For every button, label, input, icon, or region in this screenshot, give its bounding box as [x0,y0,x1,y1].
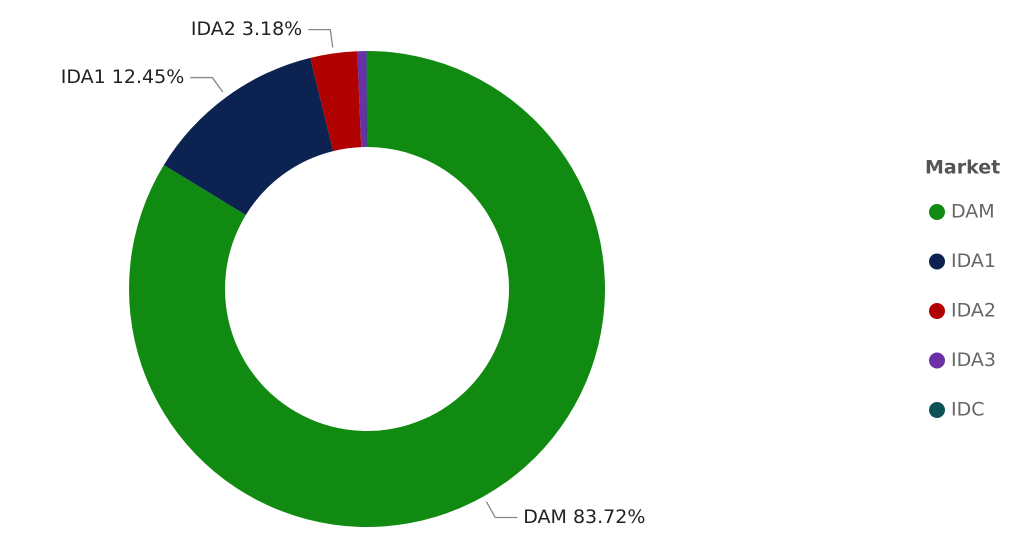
legend-label: IDA2 [951,300,996,322]
legend-label: DAM [951,201,995,223]
leader-line [485,501,518,519]
legend-marker [929,303,945,319]
data-label: IDA2 3.18% [191,18,302,40]
leader-line [308,28,334,48]
leader-line [190,76,224,93]
legend-marker [929,352,945,369]
data-label: DAM 83.72% [523,506,645,528]
legend-label: IDC [951,399,985,421]
slice [310,51,362,152]
legend-label: IDA3 [951,349,996,371]
slice [163,57,334,216]
slice [129,51,605,528]
legend-title: Market [925,157,1000,179]
legend-marker [929,204,945,220]
slice [357,51,367,148]
slice [366,51,367,148]
legend-marker [929,253,945,270]
data-label: IDA1 12.45% [61,66,184,88]
legend-marker [929,402,945,418]
legend-label: IDA1 [951,250,996,272]
